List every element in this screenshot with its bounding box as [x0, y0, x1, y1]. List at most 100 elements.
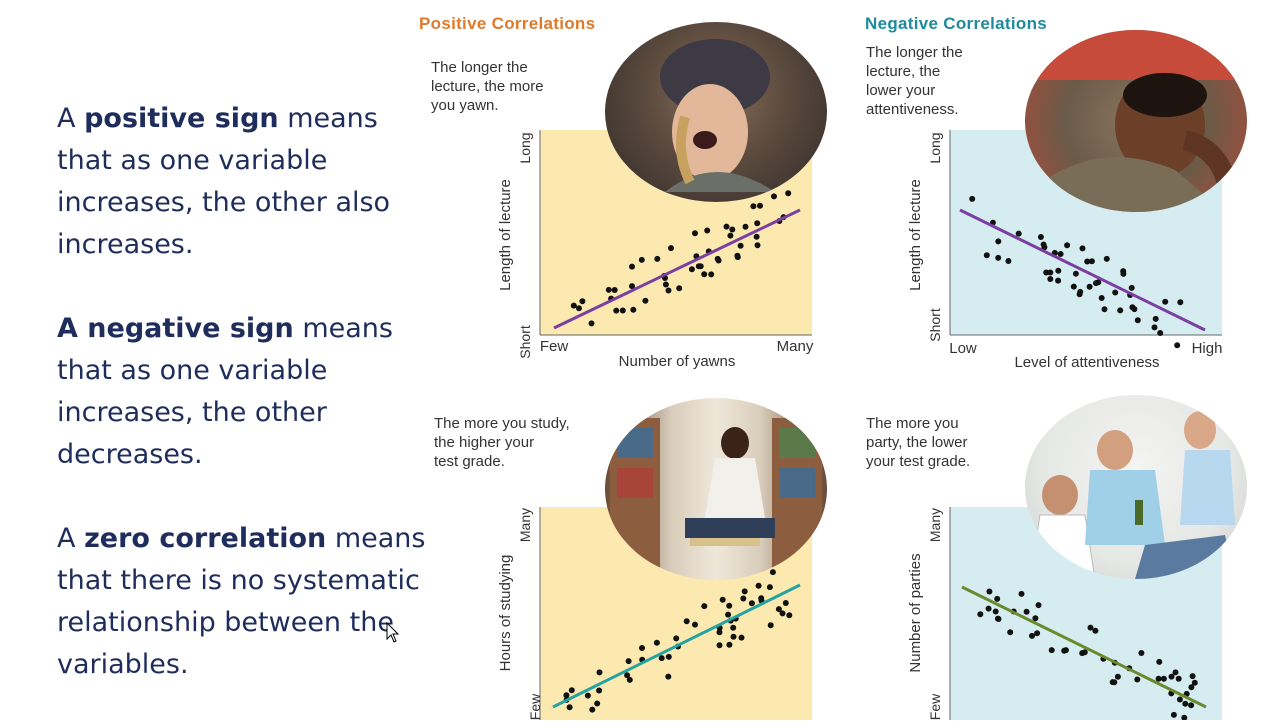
- scatter-point: [1048, 647, 1055, 654]
- scatter-point: [1040, 241, 1047, 248]
- scatter-point: [1117, 307, 1124, 314]
- scatter-point: [639, 645, 645, 651]
- party-friends-photo: [1025, 395, 1247, 579]
- scatter-point: [1151, 324, 1158, 331]
- scatter-point: [716, 629, 723, 636]
- photo-illustration: [1025, 30, 1247, 212]
- scatter-point: [782, 600, 789, 606]
- x-high-label: Many: [777, 338, 814, 355]
- scatter-point: [1188, 702, 1195, 709]
- scatter-point: [1156, 658, 1163, 665]
- scatter-point: [629, 263, 635, 270]
- scatter-point: [626, 676, 633, 683]
- scatter-point: [658, 655, 665, 662]
- trend-line: [553, 208, 801, 330]
- y-high-label: Long: [517, 132, 533, 163]
- scatter-point: [1055, 267, 1062, 274]
- scatter-point: [1170, 711, 1177, 718]
- scatter-point: [742, 223, 749, 230]
- scatter-point: [1138, 650, 1145, 656]
- scatter-point: [1120, 270, 1127, 277]
- y-axis-label: Number of parties: [907, 553, 924, 672]
- panel-caption: The longer the lecture, the more you yaw…: [431, 59, 544, 114]
- scatter-point: [1131, 306, 1138, 313]
- scatter-point: [719, 596, 726, 603]
- scatter-point: [701, 271, 708, 278]
- scatter-point: [785, 190, 792, 197]
- scatter-point: [1088, 258, 1095, 265]
- photo-illustration: [1029, 411, 1235, 579]
- scatter-point: [779, 610, 786, 617]
- scatter-point: [769, 569, 776, 576]
- positive-sign-paragraph: A positive sign means that as one variab…: [57, 103, 391, 260]
- scatter-point: [786, 612, 793, 619]
- zero-correlation-term: zero correlation: [84, 523, 327, 554]
- scatter-point: [1043, 269, 1050, 276]
- scatter-point: [1029, 632, 1035, 639]
- scatter-point: [725, 611, 732, 618]
- scatter-point: [630, 306, 637, 313]
- scatter-point: [629, 283, 635, 290]
- scatter-point: [726, 641, 733, 648]
- scatter-point: [1015, 230, 1022, 237]
- photo-illustration: [610, 418, 822, 568]
- scatter-point: [584, 692, 591, 699]
- scatter-point: [1172, 669, 1179, 676]
- scatter-point: [1098, 295, 1105, 301]
- scatter-point: [579, 298, 586, 305]
- scatter-point: [676, 285, 683, 292]
- scatter-point: [1160, 675, 1167, 682]
- scatter-point: [1018, 590, 1025, 597]
- scatter-point: [1168, 673, 1175, 680]
- scatter-point: [1093, 280, 1099, 287]
- scatter-point: [665, 287, 672, 294]
- scatter-point: [662, 281, 669, 288]
- scatter-point: [653, 639, 660, 646]
- scatter-point: [726, 602, 733, 609]
- scatter-point: [1047, 269, 1054, 276]
- panel-caption: The longer the lecture, the lower your a…: [866, 44, 963, 118]
- scatter-point: [1128, 284, 1135, 291]
- y-axis-label: Hours of studying: [497, 555, 514, 672]
- scatter-point: [673, 635, 680, 642]
- negative-sign-paragraph: A negative sign means that as one variab…: [57, 313, 393, 470]
- scatter-point: [1174, 342, 1181, 349]
- scatter-point: [589, 706, 596, 713]
- scatter-point: [1182, 700, 1189, 707]
- negative-correlations-title: Negative Correlations: [865, 14, 1048, 33]
- scatter-point: [1081, 649, 1088, 656]
- x-low-label: Low: [949, 340, 977, 357]
- scatter-point: [1101, 306, 1108, 313]
- studying-scatterplot: Few Many Hours of studying: [497, 507, 812, 720]
- scatter-point: [1112, 289, 1119, 296]
- scatter-point: [588, 320, 595, 327]
- scatter-point: [1023, 608, 1030, 615]
- scatter-point: [638, 256, 645, 263]
- scatter-point: [563, 692, 570, 699]
- y-low-label: Few: [927, 693, 943, 720]
- scatter-point: [1084, 258, 1091, 265]
- positive-sign-term: positive sign: [84, 103, 279, 134]
- scatter-point: [714, 255, 721, 262]
- scatter-point: [737, 242, 744, 249]
- scatter-point: [568, 687, 575, 694]
- yawning-woman-photo: [605, 22, 827, 202]
- scatter-point: [701, 603, 708, 610]
- scatter-point: [668, 245, 674, 252]
- scatter-point: [1189, 673, 1196, 680]
- scatter-point: [576, 305, 582, 312]
- y-axis-label: Length of lecture: [497, 179, 514, 291]
- scatter-points: [570, 190, 792, 327]
- scatter-point: [716, 642, 723, 649]
- scatter-point: [596, 687, 603, 694]
- scatter-points: [563, 569, 793, 713]
- scatter-point: [755, 582, 762, 589]
- scatter-point: [1092, 627, 1099, 634]
- scatter-point: [1162, 298, 1169, 305]
- y-high-label: Many: [927, 508, 943, 542]
- scatter-point: [1152, 315, 1159, 322]
- scatter-point: [692, 621, 698, 628]
- scatter-point: [704, 227, 711, 234]
- scatter-point: [1005, 258, 1012, 264]
- scatter-point: [613, 307, 620, 314]
